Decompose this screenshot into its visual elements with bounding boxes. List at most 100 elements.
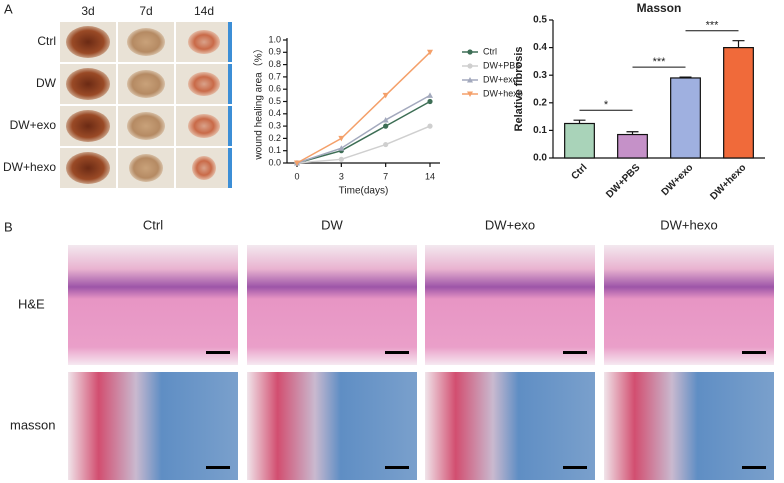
ruler xyxy=(228,64,232,104)
error-bar xyxy=(732,40,745,48)
legend-marker xyxy=(467,49,473,55)
series-line xyxy=(296,100,431,164)
bar xyxy=(670,77,701,159)
y-tick-label: 0.3 xyxy=(533,70,547,81)
wound xyxy=(188,30,220,54)
series-line xyxy=(296,51,431,164)
y-axis-label: wound healing area（%） xyxy=(253,43,265,160)
micrograph xyxy=(425,245,595,365)
significance-label: *** xyxy=(706,20,720,32)
y-tick-label: 0.0 xyxy=(268,157,281,167)
x-tick-label: 0 xyxy=(294,171,299,181)
wound xyxy=(66,152,110,184)
scale-bar xyxy=(742,351,766,354)
bar xyxy=(564,122,595,159)
micrograph xyxy=(68,372,238,480)
photo-row-label: DW+exo xyxy=(10,118,57,132)
legend-label: DW+exo xyxy=(483,74,518,84)
wound xyxy=(188,114,220,138)
y-tick-label: 0.6 xyxy=(268,84,281,94)
y-tick-label: 0.4 xyxy=(268,108,281,118)
scale-bar xyxy=(563,351,587,354)
point xyxy=(427,98,433,105)
y-tick-label: 0.5 xyxy=(268,96,281,106)
point xyxy=(338,145,345,151)
x-tick-label: DW+hexo xyxy=(708,162,748,202)
error-bar xyxy=(626,131,639,135)
y-tick-label: 0.1 xyxy=(533,125,547,136)
wound xyxy=(192,156,216,180)
point xyxy=(427,92,433,98)
x-tick-label: 7 xyxy=(383,171,388,181)
histology-row-label: masson xyxy=(10,417,56,432)
wound xyxy=(127,70,165,98)
photo-row-label: DW+hexo xyxy=(3,160,56,174)
micrograph xyxy=(247,372,417,480)
panel-label: A xyxy=(4,1,13,16)
x-tick-label: 14 xyxy=(425,171,435,181)
significance-label: * xyxy=(604,99,609,111)
point xyxy=(338,156,344,162)
y-tick-label: 0.5 xyxy=(533,15,547,26)
y-tick-label: 0.2 xyxy=(268,133,281,143)
y-tick-label: 0.7 xyxy=(268,71,281,81)
point xyxy=(382,116,389,123)
micrograph xyxy=(247,245,417,365)
histology-column-label: DW xyxy=(321,217,343,232)
x-tick-label: DW+exo xyxy=(660,162,696,198)
y-tick-label: 1.0 xyxy=(268,34,281,44)
point xyxy=(338,135,345,142)
photo-row-label: DW xyxy=(36,76,57,90)
micrograph xyxy=(68,245,238,365)
ruler xyxy=(228,148,232,188)
wound xyxy=(188,72,220,96)
wound xyxy=(66,26,110,58)
x-tick-label: Ctrl xyxy=(570,162,590,182)
y-tick-label: 0.2 xyxy=(533,97,547,108)
legend-label: Ctrl xyxy=(483,46,497,56)
x-tick-label: 3 xyxy=(339,171,344,181)
point xyxy=(294,160,300,166)
series-line xyxy=(296,94,431,164)
wound xyxy=(127,112,165,140)
y-tick-label: 0.1 xyxy=(268,145,281,155)
wound xyxy=(127,28,165,56)
micrograph xyxy=(425,372,595,480)
micrograph xyxy=(604,372,774,480)
legend-label: DW+hexo xyxy=(483,88,523,98)
scale-bar xyxy=(385,351,409,354)
wound xyxy=(129,154,163,182)
legend-label: DW+PBS xyxy=(483,60,521,70)
y-tick-label: 0.3 xyxy=(268,120,281,130)
y-axis-label: Relative fibrosis xyxy=(513,47,525,132)
photo-column-label: 7d xyxy=(139,4,152,18)
point xyxy=(427,123,433,129)
micrograph xyxy=(604,245,774,365)
wound xyxy=(66,110,110,142)
point xyxy=(383,123,389,129)
scale-bar xyxy=(742,466,766,469)
y-tick-label: 0.4 xyxy=(533,42,547,53)
scale-bar xyxy=(206,466,230,469)
point xyxy=(382,92,389,99)
scale-bar xyxy=(206,351,230,354)
histology-column-label: DW+exo xyxy=(485,217,535,232)
point xyxy=(427,49,433,56)
error-bar xyxy=(679,76,692,78)
x-tick-label: DW+PBS xyxy=(604,162,642,200)
scale-bar xyxy=(563,466,587,469)
series-line xyxy=(296,125,431,164)
bar xyxy=(723,46,754,159)
legend-marker xyxy=(467,63,473,69)
legend-marker xyxy=(467,91,473,97)
ruler xyxy=(228,22,232,62)
bar xyxy=(617,133,648,159)
y-tick-label: 0.8 xyxy=(268,59,281,69)
histology-column-label: DW+hexo xyxy=(660,217,717,232)
y-tick-label: 0.0 xyxy=(533,153,547,164)
panel-label: B xyxy=(4,219,13,234)
point xyxy=(383,141,389,148)
x-axis-label: Time(days) xyxy=(339,186,389,197)
y-tick-label: 0.9 xyxy=(268,47,281,57)
